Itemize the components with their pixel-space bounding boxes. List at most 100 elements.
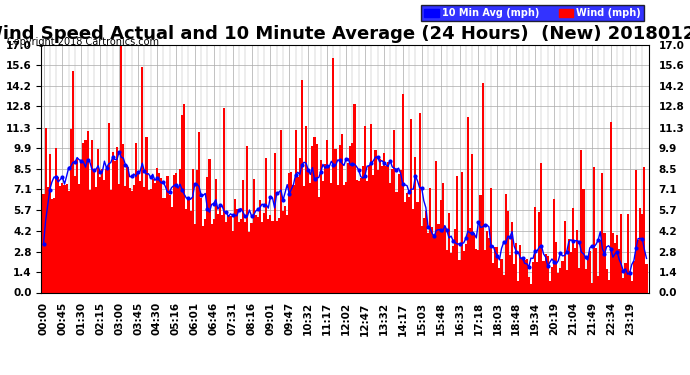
Bar <box>593 167 595 292</box>
Bar <box>624 263 627 292</box>
Bar <box>389 183 391 292</box>
Bar <box>93 172 95 292</box>
Bar <box>645 264 647 292</box>
Bar <box>540 164 542 292</box>
Bar <box>437 224 440 292</box>
Bar <box>70 129 72 292</box>
Bar <box>213 219 215 292</box>
Bar <box>72 71 74 292</box>
Bar <box>246 146 248 292</box>
Bar <box>425 211 427 292</box>
Bar <box>612 233 614 292</box>
Bar <box>429 188 431 292</box>
Bar <box>301 80 303 292</box>
Bar <box>614 243 616 292</box>
Bar <box>63 184 66 292</box>
Bar <box>616 235 618 292</box>
Bar <box>530 284 532 292</box>
Bar <box>156 168 158 292</box>
Bar <box>57 177 59 292</box>
Bar <box>417 202 419 292</box>
Bar <box>622 278 624 292</box>
Bar <box>135 142 137 292</box>
Bar <box>250 223 253 292</box>
Bar <box>333 58 335 292</box>
Bar <box>186 209 188 292</box>
Bar <box>359 178 362 292</box>
Bar <box>280 130 282 292</box>
Bar <box>448 213 450 292</box>
Bar <box>431 226 433 292</box>
Bar <box>55 148 57 292</box>
Bar <box>551 267 553 292</box>
Bar <box>595 248 597 292</box>
Bar <box>620 214 622 292</box>
Bar <box>110 190 112 292</box>
Bar <box>116 147 118 292</box>
Bar <box>194 224 196 292</box>
Bar <box>139 181 141 292</box>
Bar <box>240 219 242 292</box>
Bar <box>381 166 383 292</box>
Bar <box>364 126 366 292</box>
Bar <box>309 183 311 292</box>
Bar <box>53 198 55 292</box>
Bar <box>475 249 477 292</box>
Bar <box>526 259 528 292</box>
Bar <box>278 219 280 292</box>
Bar <box>141 66 144 292</box>
Bar <box>631 281 633 292</box>
Bar <box>311 146 313 292</box>
Bar <box>114 161 116 292</box>
Bar <box>421 226 423 292</box>
Bar <box>164 198 166 292</box>
Bar <box>188 199 190 292</box>
Legend: 10 Min Avg (mph), Wind (mph): 10 Min Avg (mph), Wind (mph) <box>422 5 644 21</box>
Bar <box>544 254 546 292</box>
Bar <box>217 214 219 292</box>
Bar <box>641 214 643 292</box>
Bar <box>538 211 540 292</box>
Bar <box>230 216 232 292</box>
Bar <box>368 166 371 292</box>
Bar <box>643 167 645 292</box>
Bar <box>288 172 290 292</box>
Bar <box>496 248 498 292</box>
Bar <box>395 192 397 292</box>
Bar <box>572 208 574 292</box>
Bar <box>284 206 286 292</box>
Bar <box>253 180 255 292</box>
Bar <box>494 247 496 292</box>
Bar <box>480 195 482 292</box>
Bar <box>337 185 339 292</box>
Bar <box>375 150 377 292</box>
Bar <box>84 140 86 292</box>
Bar <box>263 213 265 292</box>
Bar <box>305 126 307 292</box>
Bar <box>511 222 513 292</box>
Bar <box>146 136 148 292</box>
Bar <box>297 177 299 292</box>
Bar <box>282 211 284 292</box>
Bar <box>307 169 309 292</box>
Bar <box>528 278 530 292</box>
Bar <box>108 123 110 292</box>
Bar <box>80 162 82 292</box>
Title: Wind Speed Actual and 10 Minute Average (24 Hours)  (New) 20180129: Wind Speed Actual and 10 Minute Average … <box>0 26 690 44</box>
Bar <box>568 239 570 292</box>
Bar <box>546 256 549 292</box>
Bar <box>515 243 518 292</box>
Bar <box>477 250 480 292</box>
Bar <box>490 189 492 292</box>
Bar <box>86 131 89 292</box>
Bar <box>506 211 509 292</box>
Bar <box>542 261 544 292</box>
Bar <box>255 215 257 292</box>
Bar <box>184 104 186 292</box>
Bar <box>633 261 635 292</box>
Bar <box>486 231 488 292</box>
Bar <box>520 244 522 292</box>
Bar <box>444 226 446 292</box>
Bar <box>257 217 259 292</box>
Bar <box>345 182 347 292</box>
